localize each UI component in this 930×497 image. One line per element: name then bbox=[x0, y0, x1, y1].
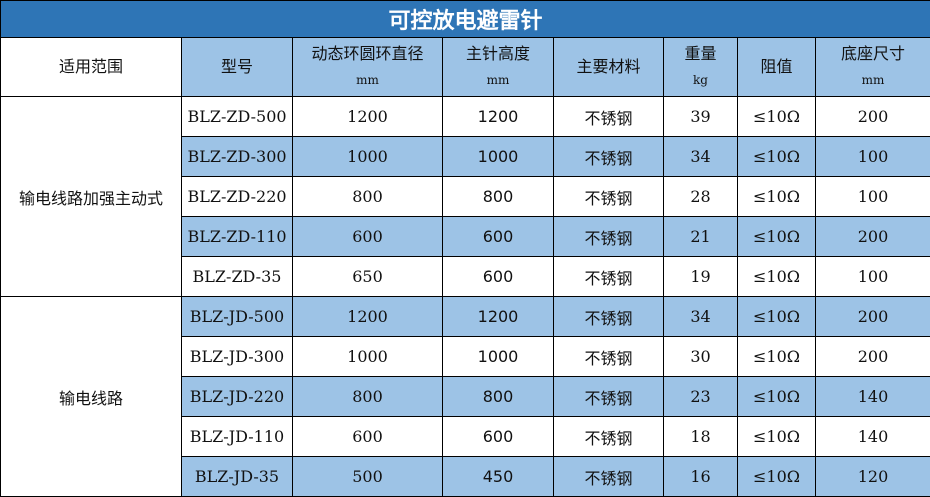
table-cell: 34 bbox=[664, 297, 738, 337]
table-cell: ≤10Ω bbox=[738, 137, 816, 177]
table-cell: BLZ-JD-110 bbox=[182, 417, 293, 457]
table-cell: BLZ-ZD-220 bbox=[182, 177, 293, 217]
scope-cell: 输电线路加强主动式 bbox=[1, 97, 182, 297]
column-header-unit: mm bbox=[293, 67, 442, 93]
table-cell: 600 bbox=[293, 417, 443, 457]
table-cell: 200 bbox=[816, 217, 930, 257]
table-cell: ≤10Ω bbox=[738, 297, 816, 337]
table-cell: 1200 bbox=[293, 97, 443, 137]
table-title: 可控放电避雷针 bbox=[1, 1, 930, 38]
table-cell: 18 bbox=[664, 417, 738, 457]
table-cell: 500 bbox=[293, 457, 443, 497]
table-cell: BLZ-ZD-300 bbox=[182, 137, 293, 177]
scope-cell: 输电线路 bbox=[1, 297, 182, 497]
table-cell: 1200 bbox=[443, 297, 554, 337]
table-cell: 200 bbox=[816, 337, 930, 377]
table-cell: BLZ-JD-35 bbox=[182, 457, 293, 497]
table-cell: BLZ-ZD-110 bbox=[182, 217, 293, 257]
table-cell: ≤10Ω bbox=[738, 457, 816, 497]
table-cell: 23 bbox=[664, 377, 738, 417]
table-cell: 不锈钢 bbox=[554, 377, 664, 417]
table-cell: 19 bbox=[664, 257, 738, 297]
column-header: 阻值 bbox=[738, 38, 816, 97]
table-cell: 140 bbox=[816, 377, 930, 417]
table-cell: 不锈钢 bbox=[554, 337, 664, 377]
table-cell: 34 bbox=[664, 137, 738, 177]
table-cell: 21 bbox=[664, 217, 738, 257]
table-cell: BLZ-JD-500 bbox=[182, 297, 293, 337]
table-cell: 1000 bbox=[293, 137, 443, 177]
table-cell: BLZ-JD-220 bbox=[182, 377, 293, 417]
table-cell: 600 bbox=[443, 217, 554, 257]
table-cell: ≤10Ω bbox=[738, 377, 816, 417]
table-cell: 1000 bbox=[293, 337, 443, 377]
table-cell: 100 bbox=[816, 177, 930, 217]
table-cell: BLZ-ZD-500 bbox=[182, 97, 293, 137]
column-header: 型号 bbox=[182, 38, 293, 97]
table-cell: 30 bbox=[664, 337, 738, 377]
column-header-label: 主针高度 bbox=[443, 41, 553, 67]
table-cell: 16 bbox=[664, 457, 738, 497]
column-header-unit: mm bbox=[443, 67, 553, 93]
table-cell: 不锈钢 bbox=[554, 217, 664, 257]
column-header-label: 型号 bbox=[182, 54, 292, 80]
table-cell: 28 bbox=[664, 177, 738, 217]
table-cell: ≤10Ω bbox=[738, 337, 816, 377]
column-header-label: 适用范围 bbox=[1, 54, 181, 80]
table-cell: 100 bbox=[816, 137, 930, 177]
table-cell: 600 bbox=[443, 417, 554, 457]
table-cell: 不锈钢 bbox=[554, 137, 664, 177]
table-cell: 600 bbox=[443, 257, 554, 297]
column-header-unit: mm bbox=[816, 67, 930, 93]
table-cell: 650 bbox=[293, 257, 443, 297]
table-cell: 800 bbox=[293, 177, 443, 217]
column-header-label: 底座尺寸 bbox=[816, 41, 930, 67]
table-cell: 不锈钢 bbox=[554, 417, 664, 457]
column-header-label: 动态环圆环直径 bbox=[293, 41, 442, 67]
column-header: 主要材料 bbox=[554, 38, 664, 97]
table-cell: 800 bbox=[293, 377, 443, 417]
table-cell: 1200 bbox=[293, 297, 443, 337]
table-cell: 不锈钢 bbox=[554, 257, 664, 297]
table-cell: 1000 bbox=[443, 337, 554, 377]
table-cell: 不锈钢 bbox=[554, 457, 664, 497]
column-header-label: 阻值 bbox=[738, 54, 815, 80]
table-cell: 200 bbox=[816, 97, 930, 137]
table-cell: 140 bbox=[816, 417, 930, 457]
column-header-unit: kg bbox=[664, 67, 737, 93]
table-cell: ≤10Ω bbox=[738, 257, 816, 297]
table-cell: 1200 bbox=[443, 97, 554, 137]
table-cell: ≤10Ω bbox=[738, 417, 816, 457]
table-cell: 600 bbox=[293, 217, 443, 257]
table-cell: BLZ-ZD-35 bbox=[182, 257, 293, 297]
table-cell: ≤10Ω bbox=[738, 177, 816, 217]
table-cell: BLZ-JD-300 bbox=[182, 337, 293, 377]
table-cell: 不锈钢 bbox=[554, 97, 664, 137]
table-cell: 800 bbox=[443, 177, 554, 217]
table-cell: ≤10Ω bbox=[738, 217, 816, 257]
table-cell: 不锈钢 bbox=[554, 177, 664, 217]
column-header-label: 主要材料 bbox=[554, 54, 663, 80]
table-cell: 100 bbox=[816, 257, 930, 297]
table-cell: 不锈钢 bbox=[554, 297, 664, 337]
table-cell: 1000 bbox=[443, 137, 554, 177]
column-header: 适用范围 bbox=[1, 38, 182, 97]
table-cell: 800 bbox=[443, 377, 554, 417]
column-header-label: 重量 bbox=[664, 41, 737, 67]
table-cell: 200 bbox=[816, 297, 930, 337]
table-cell: 120 bbox=[816, 457, 930, 497]
table-cell: 39 bbox=[664, 97, 738, 137]
table-cell: ≤10Ω bbox=[738, 97, 816, 137]
table-cell: 450 bbox=[443, 457, 554, 497]
